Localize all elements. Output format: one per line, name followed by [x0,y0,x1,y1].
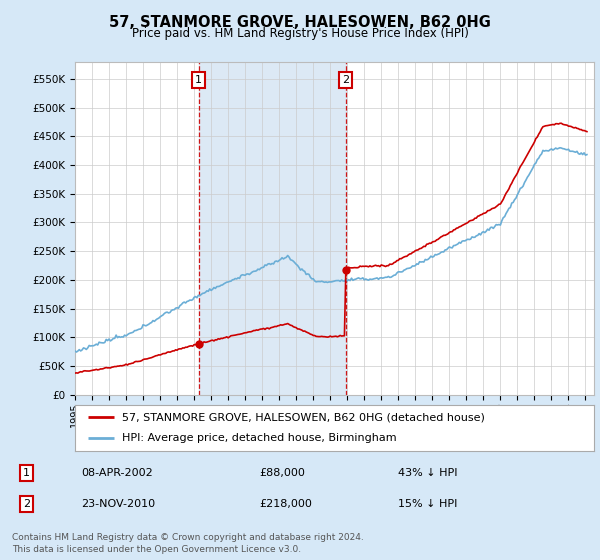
Text: 57, STANMORE GROVE, HALESOWEN, B62 0HG: 57, STANMORE GROVE, HALESOWEN, B62 0HG [109,15,491,30]
Text: HPI: Average price, detached house, Birmingham: HPI: Average price, detached house, Birm… [122,433,397,444]
Text: £88,000: £88,000 [260,468,305,478]
Text: 08-APR-2002: 08-APR-2002 [81,468,153,478]
Text: Contains HM Land Registry data © Crown copyright and database right 2024.
This d: Contains HM Land Registry data © Crown c… [12,533,364,554]
Text: 2: 2 [23,500,30,509]
Text: £218,000: £218,000 [260,500,313,509]
Text: 1: 1 [195,75,202,85]
Bar [199,62,346,395]
Text: Price paid vs. HM Land Registry's House Price Index (HPI): Price paid vs. HM Land Registry's House … [131,27,469,40]
Text: 43% ↓ HPI: 43% ↓ HPI [398,468,457,478]
Text: 15% ↓ HPI: 15% ↓ HPI [398,500,457,509]
Text: 2: 2 [342,75,349,85]
Text: 23-NOV-2010: 23-NOV-2010 [81,500,155,509]
Text: 1: 1 [23,468,30,478]
Text: 57, STANMORE GROVE, HALESOWEN, B62 0HG (detached house): 57, STANMORE GROVE, HALESOWEN, B62 0HG (… [122,412,485,422]
